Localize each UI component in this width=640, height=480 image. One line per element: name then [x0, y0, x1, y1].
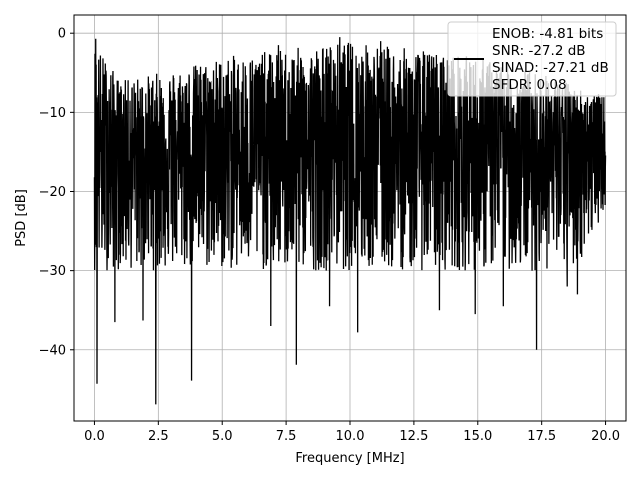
legend-entry-snr: SNR: -27.2 dB [492, 43, 586, 59]
legend: ENOB: -4.81 bits SNR: -27.2 dB SINAD: -2… [447, 21, 617, 97]
series-layer [93, 37, 607, 405]
x-axis-label: Frequency [MHz] [295, 451, 404, 466]
y-tick-label: −20 [39, 185, 66, 200]
x-tick-label: 10.0 [336, 429, 365, 444]
y-tick-label: −10 [39, 106, 66, 121]
y-axis-label: PSD [dB] [14, 189, 29, 247]
psd-series-line [93, 37, 607, 405]
x-tick-label: 17.5 [527, 429, 556, 444]
x-tick-label: 12.5 [399, 429, 428, 444]
x-tick-label: 20.0 [591, 429, 620, 444]
y-tick-label: 0 [58, 27, 66, 42]
y-tick-label: −40 [39, 343, 66, 358]
legend-box [447, 21, 617, 97]
y-tick-label: −30 [39, 264, 66, 279]
legend-entry-sfdr: SFDR: 0.08 [492, 77, 567, 93]
legend-entry-enob: ENOB: -4.81 bits [492, 26, 603, 42]
x-tick-label: 2.5 [148, 429, 169, 444]
x-tick-label: 15.0 [463, 429, 492, 444]
y-axis: 0 −10 −20 −30 −40 [39, 27, 74, 358]
legend-entry-sinad: SINAD: -27.21 dB [492, 60, 609, 76]
x-tick-label: 0.0 [84, 429, 105, 444]
x-tick-label: 5.0 [212, 429, 233, 444]
x-tick-label: 7.5 [276, 429, 297, 444]
x-axis: 0.0 2.5 5.0 7.5 10.0 12.5 15.0 17.5 20.0 [84, 421, 620, 444]
